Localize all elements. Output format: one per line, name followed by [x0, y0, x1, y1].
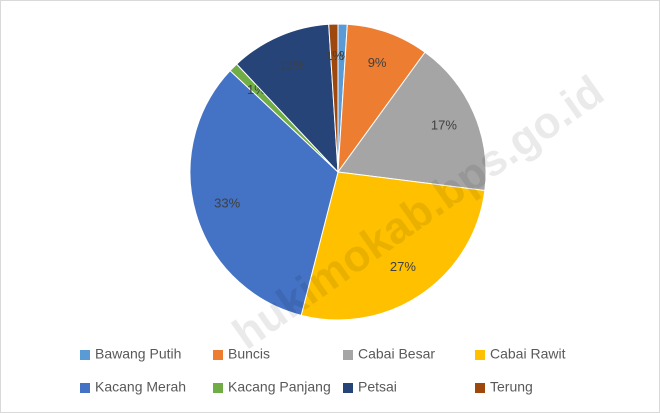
pie-slice	[300, 171, 486, 321]
legend-swatch	[475, 383, 485, 393]
legend-label: Cabai Besar	[358, 346, 435, 362]
legend-swatch	[213, 350, 223, 360]
data-label: 27%	[390, 259, 416, 274]
legend-swatch	[343, 383, 353, 393]
legend-swatch	[343, 350, 353, 360]
pie-slice	[189, 69, 339, 316]
pie-slice	[328, 23, 339, 173]
data-label: 9%	[368, 55, 387, 70]
pie: 1% 9%17%27%33%1%11%1%	[189, 23, 487, 321]
data-label: 11%	[280, 57, 305, 72]
data-label: 1%	[325, 48, 344, 63]
legend-label: Petsai	[358, 379, 397, 395]
legend-swatch	[475, 350, 485, 360]
legend-label: Buncis	[228, 346, 270, 362]
pie-slice	[337, 51, 487, 192]
legend-label: Kacang Panjang	[228, 379, 331, 395]
pie-slice	[235, 23, 339, 174]
legend-label: Cabai Rawit	[490, 346, 566, 362]
legend-label: Kacang Merah	[95, 379, 186, 395]
data-label: 17%	[431, 118, 457, 133]
legend-swatch	[80, 383, 90, 393]
legend-label: Bawang Putih	[95, 346, 181, 362]
legend-swatch	[213, 383, 223, 393]
legend-label: Terung	[490, 379, 533, 395]
data-label: 33%	[214, 196, 240, 211]
legend: Bawang Putih Buncis Cabai Besar Cabai Rawit…	[80, 346, 566, 395]
legend-swatch	[80, 350, 90, 360]
pie-slice	[337, 23, 426, 174]
